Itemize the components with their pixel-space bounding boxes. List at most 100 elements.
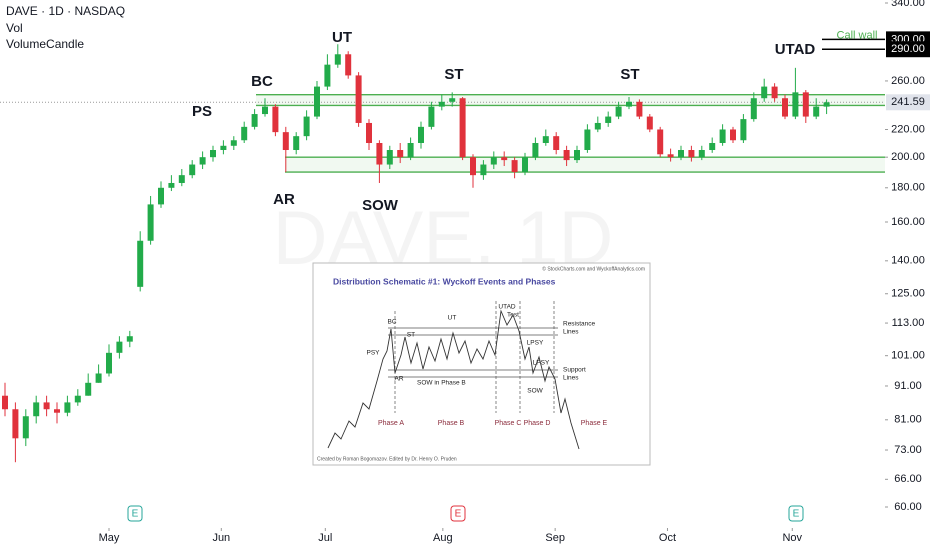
candle-body — [730, 129, 736, 141]
inset-label: UT — [448, 315, 457, 322]
inset-title: Distribution Schematic #1: Wyckoff Event… — [333, 276, 556, 286]
candle-body — [802, 92, 809, 117]
candle-body — [251, 114, 258, 127]
inset-label: UTAD — [498, 304, 516, 311]
y-tick-label: 180.00 — [891, 182, 925, 194]
candle-body — [636, 101, 643, 117]
earnings-label: E — [793, 509, 800, 520]
candle-body — [106, 352, 112, 374]
inset-label: SOW — [527, 388, 543, 395]
candle-body — [761, 86, 768, 99]
y-tick-label: 140.00 — [891, 255, 925, 267]
phase-label: Phase A — [378, 420, 404, 427]
y-tick-label: 125.00 — [891, 288, 925, 300]
candle-body — [459, 98, 466, 158]
last-price-label: 241.59 — [891, 96, 925, 108]
inset-credit: © StockCharts.com and WyckoffAnalytics.c… — [542, 265, 645, 272]
y-tick-label: 81.00 — [894, 414, 922, 426]
candle-body — [126, 336, 133, 342]
candle-body — [522, 157, 528, 173]
legend-vol: Vol — [6, 21, 23, 35]
candle-body — [54, 409, 60, 413]
candle-body — [750, 98, 757, 120]
candle-body — [688, 150, 695, 158]
earnings-marker[interactable]: E — [127, 505, 143, 522]
candle-body — [626, 101, 632, 107]
candle-body — [594, 122, 601, 130]
y-tick-label: 91.00 — [894, 380, 922, 392]
annotation: BC — [251, 73, 273, 90]
annotation: UTAD — [775, 41, 816, 58]
phase-label: Phase E — [581, 420, 608, 427]
y-tick-label: 160.00 — [891, 216, 925, 228]
inset-label: ST — [407, 332, 415, 339]
earnings-marker[interactable]: E — [450, 505, 466, 522]
candle-body — [584, 129, 591, 151]
y-tick-label: 60.00 — [894, 501, 922, 513]
candle-body — [428, 106, 435, 127]
candle-body — [12, 409, 19, 439]
x-tick-label: Aug — [433, 532, 453, 544]
phase-label: Phase D — [524, 420, 551, 427]
earnings-marker[interactable]: E — [788, 505, 804, 522]
earnings-label: E — [455, 509, 462, 520]
x-tick-label: Nov — [782, 532, 802, 544]
x-tick-label: Jul — [318, 532, 332, 544]
candle-body — [262, 106, 268, 115]
candle-body — [615, 106, 622, 117]
candle-body — [43, 402, 50, 410]
price-path — [327, 309, 580, 450]
candle-body — [168, 182, 175, 188]
phase-label: Phase C — [495, 420, 522, 427]
inset-label: Test — [507, 312, 519, 319]
candle-body — [22, 416, 29, 439]
candle-body — [293, 136, 300, 151]
x-tick-label: Jun — [212, 532, 230, 544]
candle-body — [241, 126, 248, 141]
candle-body — [220, 145, 227, 151]
x-tick-label: May — [99, 532, 120, 544]
candle-body — [678, 150, 684, 158]
candle-body — [303, 116, 310, 137]
last-price-box — [886, 94, 930, 111]
candle-body — [418, 126, 424, 144]
candle-body — [646, 116, 653, 130]
candle-body — [719, 129, 726, 144]
call-wall-price: 290.00 — [891, 43, 925, 55]
y-tick-label: 220.00 — [891, 123, 925, 135]
candle-body — [449, 98, 456, 102]
candle-body — [771, 86, 778, 99]
candle-body — [2, 395, 8, 410]
candle-body — [501, 157, 508, 161]
candle-body — [189, 164, 196, 176]
candle-body — [553, 136, 560, 151]
candle-body — [386, 150, 393, 165]
candle-body — [397, 150, 404, 158]
candle-body — [542, 136, 549, 144]
inset-line-label: Lines — [563, 375, 579, 382]
y-tick-label: 101.00 — [891, 350, 925, 362]
candle-body — [137, 240, 144, 287]
candle-body — [740, 119, 747, 141]
y-tick-label: 66.00 — [894, 473, 922, 485]
candle-body — [147, 204, 154, 241]
candle-body — [823, 102, 830, 107]
candle-body — [782, 98, 788, 117]
candle-body — [480, 164, 487, 176]
candle-body — [490, 157, 497, 165]
y-tick-label: 200.00 — [891, 151, 925, 163]
candle-body — [709, 143, 716, 151]
inset-footer: Created by Roman Bogomazov. Edited by Dr… — [317, 456, 457, 462]
inset-frame — [312, 262, 651, 466]
candle-body — [230, 140, 237, 146]
candle-body — [95, 373, 102, 383]
inset-label: LPSY — [533, 360, 550, 367]
candle-body — [74, 395, 81, 403]
level-zone — [285, 157, 885, 173]
level-zone — [256, 94, 885, 106]
candle-body — [574, 150, 580, 161]
candle-body — [438, 101, 445, 107]
inset-schematic: Distribution Schematic #1: Wyckoff Event… — [312, 262, 651, 466]
annotation: ST — [444, 66, 463, 83]
